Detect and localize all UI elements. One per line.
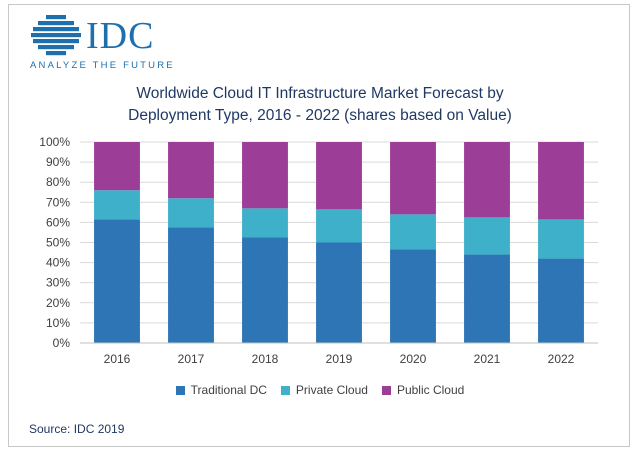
legend-item: Private Cloud [280, 383, 368, 397]
bar-segment-public-cloud [94, 142, 140, 191]
bar-segment-traditional-dc [390, 249, 436, 343]
chart-title: Worldwide Cloud IT Infrastructure Market… [60, 83, 580, 127]
legend-swatch [280, 385, 290, 395]
bar-segment-traditional-dc [168, 227, 214, 343]
idc-logo: IDC ANALYZE THE FUTURE [28, 14, 188, 76]
bar-segment-private-cloud [390, 214, 436, 250]
bar-segment-traditional-dc [94, 219, 140, 343]
bar-segment-traditional-dc [538, 258, 584, 343]
chart-title-line-1: Worldwide Cloud IT Infrastructure Market… [136, 85, 504, 102]
x-tick-label: 2018 [252, 352, 279, 366]
bar-segment-public-cloud [538, 142, 584, 220]
legend-swatch [381, 385, 391, 395]
bar-segment-public-cloud [316, 142, 362, 210]
y-tick-label: 60% [46, 215, 70, 229]
legend-label: Public Cloud [396, 383, 465, 397]
bar-segment-traditional-dc [242, 237, 288, 343]
legend-label: Traditional DC [190, 383, 267, 397]
y-tick-label: 90% [46, 155, 70, 169]
y-tick-label: 50% [46, 236, 70, 250]
y-tick-label: 100% [39, 135, 70, 149]
bar-segment-private-cloud [94, 190, 140, 220]
bar-segment-public-cloud [390, 142, 436, 215]
x-tick-label: 2022 [548, 352, 575, 366]
bar-segment-traditional-dc [464, 254, 510, 343]
legend-label: Private Cloud [295, 383, 368, 397]
x-tick-label: 2021 [474, 352, 501, 366]
bar-segment-public-cloud [464, 142, 510, 218]
y-tick-label: 80% [46, 175, 70, 189]
source-note: Source: IDC 2019 [29, 422, 125, 436]
bar-segment-public-cloud [242, 142, 288, 209]
y-tick-label: 40% [46, 256, 70, 270]
bar-segment-private-cloud [168, 198, 214, 228]
legend-swatch [175, 385, 185, 395]
y-tick-label: 0% [53, 336, 71, 350]
bar-segment-private-cloud [538, 219, 584, 259]
chart-legend: Traditional DC Private Cloud Public Cloud [0, 383, 640, 397]
bar-segment-traditional-dc [316, 242, 362, 343]
x-tick-label: 2017 [178, 352, 205, 366]
bar-segment-private-cloud [242, 208, 288, 238]
legend-item: Public Cloud [381, 383, 465, 397]
y-tick-label: 70% [46, 195, 70, 209]
x-tick-label: 2019 [326, 352, 353, 366]
stacked-bar-chart: 0% 10% 20% 30% 40% 50% 60% 70% 80% 90% 100% 2016 201… [39, 135, 598, 366]
legend-item: Traditional DC [175, 383, 267, 397]
x-tick-label: 2020 [400, 352, 427, 366]
y-tick-label: 30% [46, 276, 70, 290]
logo-tagline: ANALYZE THE FUTURE [30, 60, 175, 71]
y-tick-label: 10% [46, 316, 70, 330]
y-tick-label: 20% [46, 296, 70, 310]
bar-segment-private-cloud [316, 209, 362, 243]
chart-title-line-2: Deployment Type, 2016 - 2022 (shares bas… [128, 107, 512, 124]
logo-wordmark: IDC [86, 15, 155, 57]
bar-segment-public-cloud [168, 142, 214, 199]
bar-segment-private-cloud [464, 217, 510, 255]
globe-logo-icon [31, 15, 81, 56]
x-tick-label: 2016 [104, 352, 131, 366]
